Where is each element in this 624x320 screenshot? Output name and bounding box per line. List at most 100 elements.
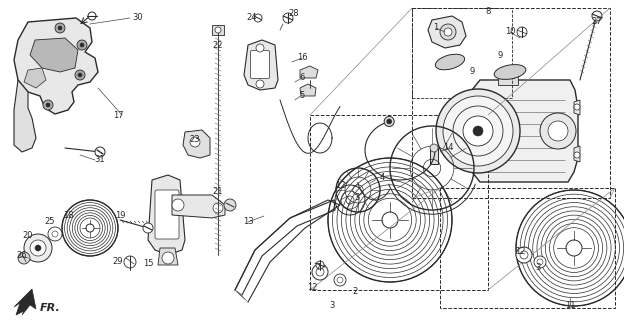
Circle shape — [436, 89, 520, 173]
Circle shape — [465, 152, 471, 158]
Bar — [310, 115, 488, 290]
Circle shape — [77, 40, 87, 50]
Circle shape — [473, 126, 483, 136]
Circle shape — [566, 240, 582, 256]
Circle shape — [172, 199, 184, 211]
Text: 4: 4 — [379, 173, 384, 182]
Circle shape — [88, 12, 96, 20]
Circle shape — [80, 43, 84, 47]
Circle shape — [444, 28, 452, 36]
Text: 27: 27 — [592, 18, 602, 27]
Circle shape — [256, 80, 264, 88]
Circle shape — [443, 96, 513, 166]
Circle shape — [534, 256, 546, 268]
Circle shape — [213, 203, 223, 213]
Bar — [412, 8, 512, 98]
Circle shape — [86, 224, 94, 232]
Text: 22: 22 — [213, 41, 223, 50]
Circle shape — [30, 240, 46, 256]
Circle shape — [540, 113, 576, 149]
Circle shape — [316, 261, 324, 269]
Circle shape — [78, 73, 82, 77]
FancyBboxPatch shape — [250, 51, 270, 78]
Text: 14: 14 — [443, 143, 453, 153]
Text: 3: 3 — [354, 194, 359, 203]
Circle shape — [95, 147, 105, 157]
Circle shape — [312, 264, 328, 280]
Text: 21: 21 — [213, 188, 223, 196]
Circle shape — [18, 252, 30, 264]
Polygon shape — [574, 146, 580, 162]
Polygon shape — [30, 38, 78, 72]
Circle shape — [143, 223, 153, 233]
Text: 9: 9 — [497, 51, 502, 60]
Bar — [502, 68, 514, 78]
Circle shape — [337, 277, 343, 283]
Circle shape — [334, 274, 346, 286]
Text: 19: 19 — [115, 211, 125, 220]
Circle shape — [537, 259, 543, 265]
Text: 16: 16 — [296, 53, 307, 62]
Text: 31: 31 — [95, 156, 105, 164]
Circle shape — [190, 137, 200, 147]
Circle shape — [58, 26, 62, 30]
Polygon shape — [24, 68, 46, 88]
Polygon shape — [428, 16, 466, 48]
Polygon shape — [158, 248, 178, 265]
Circle shape — [520, 251, 528, 259]
Circle shape — [548, 121, 568, 141]
Text: FR.: FR. — [40, 303, 61, 313]
Ellipse shape — [494, 65, 526, 79]
Polygon shape — [300, 84, 316, 96]
Circle shape — [254, 14, 262, 22]
Circle shape — [55, 23, 65, 33]
Text: 12: 12 — [307, 284, 317, 292]
Polygon shape — [183, 130, 210, 158]
Circle shape — [224, 199, 236, 211]
Bar — [212, 25, 224, 35]
Circle shape — [382, 212, 398, 228]
Text: 20: 20 — [22, 230, 33, 239]
Text: 6: 6 — [300, 74, 305, 83]
Polygon shape — [14, 80, 36, 152]
Text: 2: 2 — [353, 287, 358, 297]
Polygon shape — [148, 175, 185, 255]
Polygon shape — [172, 195, 225, 218]
Circle shape — [162, 252, 174, 264]
Text: 7: 7 — [315, 263, 321, 273]
Text: 12: 12 — [515, 247, 525, 257]
Text: 3: 3 — [535, 263, 540, 273]
Circle shape — [24, 234, 52, 262]
Circle shape — [256, 44, 264, 52]
Text: 10: 10 — [505, 28, 515, 36]
Circle shape — [574, 104, 580, 110]
Text: 12: 12 — [334, 180, 345, 189]
Circle shape — [35, 245, 41, 251]
Circle shape — [465, 104, 471, 110]
Text: 30: 30 — [133, 13, 144, 22]
Ellipse shape — [436, 54, 465, 70]
FancyBboxPatch shape — [155, 190, 179, 239]
Circle shape — [430, 144, 438, 152]
Circle shape — [574, 152, 580, 158]
Polygon shape — [244, 40, 278, 90]
Circle shape — [48, 227, 62, 241]
Polygon shape — [465, 146, 472, 162]
Circle shape — [516, 247, 532, 263]
Text: 18: 18 — [62, 211, 73, 220]
Polygon shape — [14, 18, 98, 114]
Text: 25: 25 — [45, 218, 56, 227]
Polygon shape — [465, 100, 472, 115]
Text: 29: 29 — [113, 258, 124, 267]
Circle shape — [384, 116, 394, 126]
Circle shape — [453, 106, 503, 156]
Text: 11: 11 — [565, 300, 575, 309]
Polygon shape — [468, 80, 578, 182]
Circle shape — [463, 116, 493, 146]
Circle shape — [316, 268, 324, 276]
Text: 5: 5 — [300, 91, 305, 100]
Circle shape — [46, 103, 50, 107]
Text: 8: 8 — [485, 7, 490, 17]
Text: 24: 24 — [246, 13, 257, 22]
Circle shape — [387, 119, 392, 124]
